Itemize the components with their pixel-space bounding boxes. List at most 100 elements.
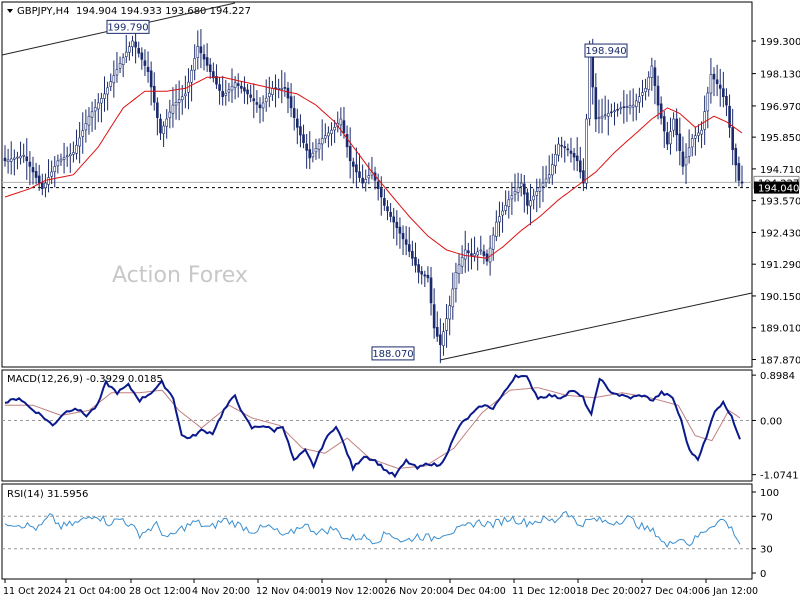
candle: [84, 109, 88, 143]
candle: [728, 94, 731, 138]
candle: [53, 156, 57, 188]
macd-lines: [2, 373, 752, 479]
candle: [224, 79, 228, 106]
candle: [526, 188, 529, 215]
candle: [323, 123, 327, 144]
price-tick-label: 196.970: [760, 102, 800, 113]
candle: [109, 73, 113, 92]
candle: [121, 53, 125, 78]
candle: [687, 129, 691, 164]
candle: [202, 44, 206, 71]
time-tick-label: 18 Dec 20:00: [576, 586, 640, 597]
candle: [417, 258, 420, 284]
ohlc-values: 194.904 194.933 193.680 194.227: [76, 6, 251, 17]
candle: [439, 318, 442, 364]
candle: [535, 178, 539, 213]
candle: [703, 95, 706, 145]
candle: [252, 83, 256, 119]
candle: [199, 29, 203, 69]
candle: [134, 33, 137, 64]
candle: [6, 148, 10, 174]
candle: [420, 266, 424, 285]
candle: [454, 262, 458, 303]
price-panel-frame: [1, 1, 753, 368]
candle: [666, 121, 669, 151]
candle: [28, 151, 32, 186]
candle: [305, 133, 308, 169]
candle: [345, 125, 349, 158]
candle: [339, 107, 343, 137]
candle: [429, 266, 433, 316]
candle: [299, 114, 302, 148]
candle: [187, 68, 190, 110]
candle: [411, 240, 414, 266]
candle: [395, 210, 399, 246]
candle: [432, 288, 436, 339]
candle: [65, 146, 69, 167]
candle: [731, 108, 734, 166]
candle: [594, 73, 598, 133]
candle: [737, 156, 741, 187]
candle: [479, 235, 483, 255]
candle: [165, 109, 169, 139]
candle: [684, 143, 688, 184]
macd-tick-label: 0.00: [760, 416, 782, 427]
rsi-panel-frame: [1, 483, 753, 580]
candle: [585, 113, 588, 190]
candle: [75, 129, 78, 160]
candle: [50, 160, 53, 185]
candle: [255, 90, 259, 113]
candle: [302, 124, 305, 149]
candle: [734, 143, 738, 182]
price-y-axis: 199.300 198.130 196.970 195.850 194.710 193.5…: [752, 37, 800, 366]
macd-title: MACD(12,26,9) -0.3929 0.0185: [7, 374, 163, 385]
candle: [582, 158, 585, 192]
candle: [156, 97, 159, 136]
candle: [31, 156, 35, 185]
candle: [62, 142, 66, 174]
candle: [212, 62, 215, 83]
candle: [330, 122, 333, 146]
candle: [342, 107, 346, 139]
candle: [712, 67, 716, 97]
rsi-tick-label: 30: [760, 545, 773, 556]
candle: [401, 225, 405, 255]
candle: [124, 35, 128, 64]
candle: [72, 141, 75, 163]
candle: [271, 80, 274, 101]
candle: [659, 96, 663, 125]
candle: [597, 99, 601, 134]
candle: [9, 141, 13, 175]
candle: [467, 242, 470, 272]
candle: [600, 98, 604, 134]
candle: [361, 164, 364, 189]
candle: [690, 133, 694, 157]
candle: [445, 303, 448, 348]
candle: [34, 162, 38, 185]
time-axis: 11 Oct 2024 21 Oct 04:00 28 Oct 12:00 4 Nov…: [3, 579, 758, 597]
time-tick-label: 27 Dec 04:00: [640, 586, 704, 597]
rsi-title: RSI(14) 31.5956: [7, 489, 88, 500]
candle: [22, 143, 25, 163]
candle: [516, 172, 520, 202]
svg-text:198.940: 198.940: [585, 46, 626, 57]
candle: [367, 162, 371, 185]
candle: [575, 137, 579, 172]
price-tick-label: 195.850: [760, 133, 800, 144]
candle: [451, 272, 455, 320]
candle: [47, 159, 50, 193]
collapse-triangle-icon[interactable]: [7, 9, 13, 13]
candle: [495, 210, 498, 242]
price-tick-label: 187.870: [760, 355, 800, 366]
candle: [544, 165, 548, 188]
candle: [221, 75, 224, 106]
candle: [205, 43, 209, 72]
candle: [336, 111, 340, 133]
time-tick-label: 4 Dec 04:00: [448, 586, 506, 597]
candle: [215, 64, 218, 89]
time-tick-label: 11 Oct 2024: [3, 586, 62, 597]
candle: [280, 70, 284, 104]
candle: [19, 141, 22, 165]
candle: [112, 60, 116, 98]
